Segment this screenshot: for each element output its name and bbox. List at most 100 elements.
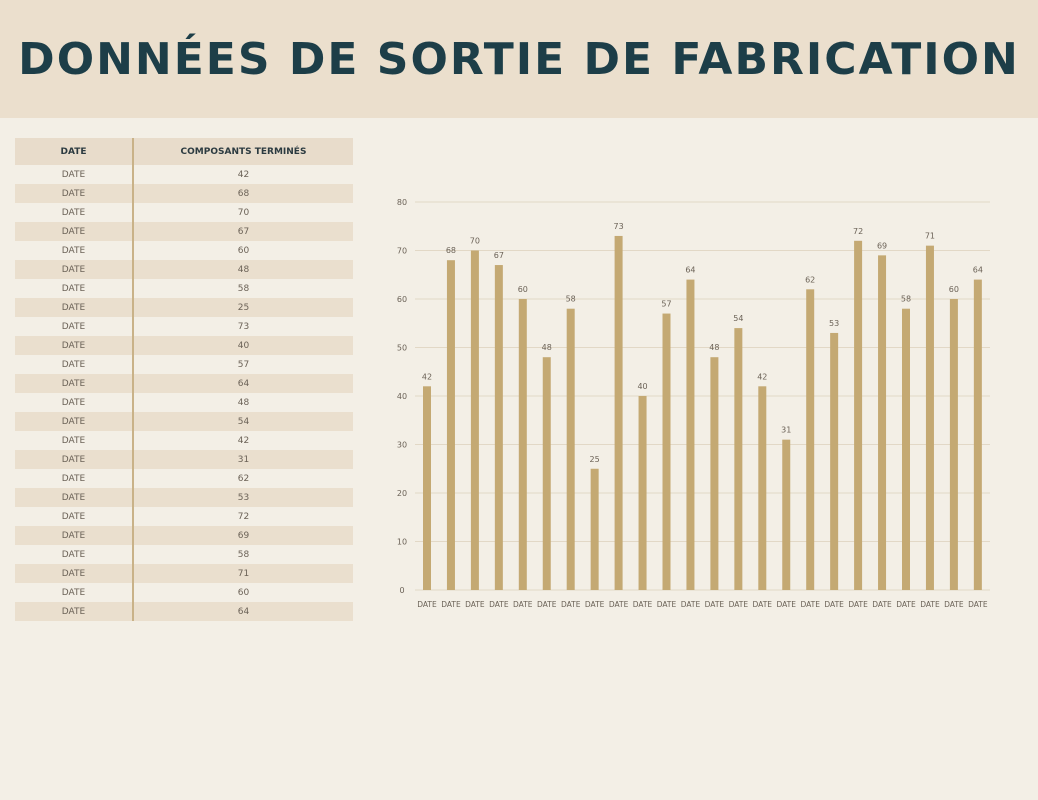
cell-date: DATE: [15, 374, 134, 393]
table-row: DATE 60: [15, 241, 353, 260]
x-tick-label: DATE: [585, 600, 605, 609]
cell-value: 53: [237, 492, 250, 503]
x-tick-label: DATE: [753, 600, 773, 609]
table-row: DATE 53: [15, 488, 353, 507]
bar: [423, 386, 431, 590]
bar: [566, 308, 575, 590]
x-tick-label: DATE: [513, 600, 533, 609]
x-tick-label: DATE: [489, 600, 509, 609]
data-label: 64: [685, 266, 695, 275]
x-tick-label: DATE: [944, 600, 964, 609]
table-row: DATE 42: [15, 431, 353, 450]
cell-date: DATE: [15, 526, 134, 545]
cell-date: DATE: [15, 336, 134, 355]
x-tick-label: DATE: [633, 600, 653, 609]
bar: [973, 279, 982, 590]
cell-value: 69: [237, 530, 250, 541]
data-label: 60: [518, 285, 528, 294]
x-tick-label: DATE: [776, 600, 796, 609]
table-row: DATE 64: [15, 374, 353, 393]
data-label: 60: [949, 285, 959, 294]
cell-value: 48: [237, 264, 250, 275]
y-tick-label: 80: [397, 198, 407, 207]
bar: [710, 357, 719, 590]
data-table: DATE COMPOSANTS TERMINÉS DATE 42 DATE 68 DATE…: [15, 138, 353, 621]
table-row: DATE 73: [15, 317, 353, 336]
cell-value: 64: [237, 606, 250, 617]
cell-value: 60: [237, 245, 250, 256]
title-banner: DONNÉES DE SORTIE DE FABRICATION: [0, 0, 1038, 118]
cell-value: 71: [237, 568, 250, 579]
data-label: 25: [590, 455, 600, 464]
data-label: 48: [709, 343, 719, 352]
table-row: DATE 62: [15, 469, 353, 488]
data-label: 54: [733, 314, 743, 323]
data-label: 57: [661, 300, 671, 309]
x-tick-label: DATE: [657, 600, 677, 609]
table-row: DATE 58: [15, 545, 353, 564]
bar: [925, 245, 934, 590]
y-tick-label: 50: [397, 344, 407, 353]
x-tick-label: DATE: [681, 600, 701, 609]
cell-value: 68: [237, 188, 250, 199]
x-tick-label: DATE: [441, 600, 461, 609]
x-tick-label: DATE: [896, 600, 916, 609]
data-label: 70: [470, 237, 480, 246]
cell-date: DATE: [15, 507, 134, 526]
cell-date: DATE: [15, 317, 134, 336]
cell-value: 67: [237, 226, 250, 237]
data-label: 58: [566, 295, 576, 304]
cell-date: DATE: [15, 241, 134, 260]
table-row: DATE 69: [15, 526, 353, 545]
x-tick-label: DATE: [417, 600, 437, 609]
table-row: DATE 71: [15, 564, 353, 583]
cell-value: 62: [237, 473, 250, 484]
data-label: 73: [614, 222, 624, 231]
cell-value: 72: [237, 511, 250, 522]
x-tick-label: DATE: [920, 600, 940, 609]
table-row: DATE 40: [15, 336, 353, 355]
data-label: 40: [637, 382, 647, 391]
cell-value: 73: [237, 321, 250, 332]
bar: [590, 468, 599, 590]
cell-date: DATE: [15, 583, 134, 602]
x-tick-label: DATE: [848, 600, 868, 609]
table-row: DATE 48: [15, 260, 353, 279]
table-row: DATE 57: [15, 355, 353, 374]
cell-date: DATE: [15, 564, 134, 583]
x-tick-label: DATE: [872, 600, 892, 609]
cell-date: DATE: [15, 184, 134, 203]
bar: [902, 308, 910, 590]
cell-date: DATE: [15, 165, 134, 184]
table-row: DATE 60: [15, 583, 353, 602]
cell-date: DATE: [15, 602, 134, 621]
data-label: 72: [853, 227, 863, 236]
bar: [446, 260, 455, 590]
x-tick-label: DATE: [705, 600, 725, 609]
cell-date: DATE: [15, 203, 134, 222]
bar: [830, 332, 839, 590]
cell-value: 60: [237, 587, 250, 598]
bar: [686, 279, 695, 590]
bar: [542, 357, 551, 590]
cell-date: DATE: [15, 431, 134, 450]
cell-date: DATE: [15, 298, 134, 317]
cell-value: 31: [237, 454, 250, 465]
bar: [470, 250, 479, 590]
bar: [806, 289, 815, 590]
cell-date: DATE: [15, 412, 134, 431]
table-row: DATE 58: [15, 279, 353, 298]
data-label: 67: [494, 251, 504, 260]
x-tick-label: DATE: [800, 600, 820, 609]
y-tick-label: 30: [397, 441, 407, 450]
cell-value: 42: [237, 169, 250, 180]
header-components: COMPOSANTS TERMINÉS: [180, 146, 307, 157]
table-row: DATE 64: [15, 602, 353, 621]
cell-value: 48: [237, 397, 250, 408]
table-row: DATE 48: [15, 393, 353, 412]
y-tick-label: 10: [397, 538, 407, 547]
cell-date: DATE: [15, 545, 134, 564]
bar: [878, 255, 887, 590]
bar: [662, 313, 671, 590]
